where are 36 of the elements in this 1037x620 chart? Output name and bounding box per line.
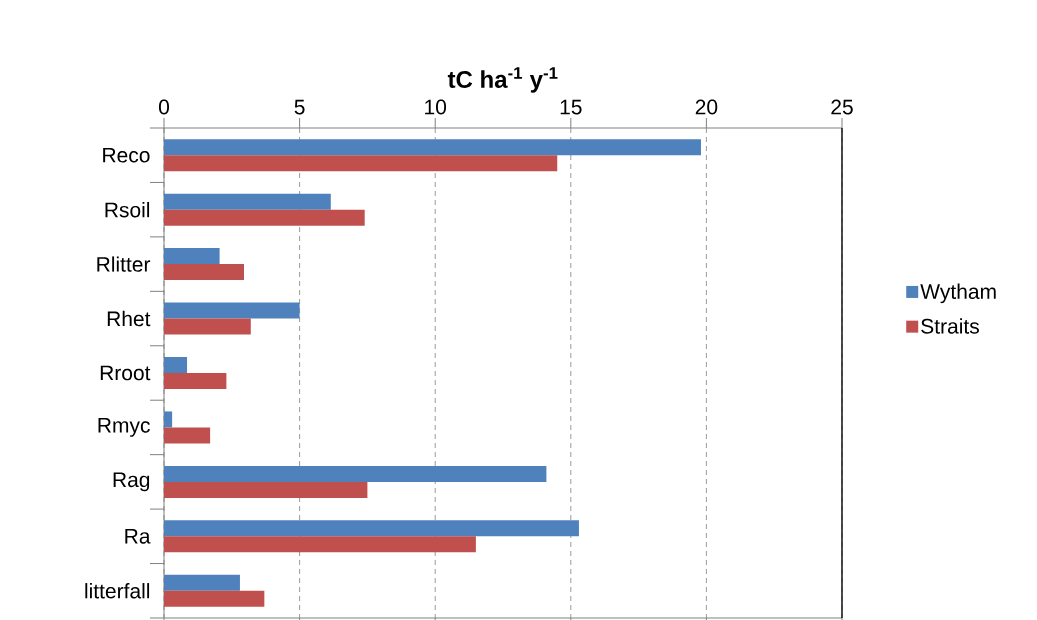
bar [164, 302, 300, 319]
bar [164, 520, 579, 537]
bar [164, 590, 265, 607]
y-tick-label: Rag [113, 472, 150, 492]
bar [164, 155, 558, 172]
x-tick-label: 0 [158, 99, 170, 115]
x-axis-title: tC ha$^{-1}$ y$^{-1}$ [447, 67, 558, 93]
y-tick-label: Rmyc [98, 418, 150, 437]
bar [164, 356, 188, 373]
x-tick-label: 10 [425, 99, 447, 115]
y-tick-label: litterfall [85, 583, 150, 599]
x-tick-label: 5 [294, 99, 305, 115]
bar [164, 264, 245, 281]
y-tick-label: Ra [125, 529, 151, 544]
y-tick-label: Reco [103, 147, 150, 163]
y-tick-label: Rsoil [105, 201, 150, 218]
bar [164, 574, 240, 591]
bar [164, 193, 331, 210]
bar [164, 411, 173, 428]
x-tick-label: 15 [560, 99, 582, 115]
y-tick-label: Rlitter [97, 256, 151, 272]
bar [164, 139, 701, 156]
bar [164, 373, 227, 389]
x-tick-label: 25 [831, 99, 853, 115]
bar [164, 465, 547, 482]
legend-label: Straits [921, 318, 979, 334]
bar [164, 318, 251, 335]
bar [164, 427, 211, 444]
y-tick-label: Rhet [107, 310, 151, 327]
x-tick-label: 20 [695, 99, 718, 115]
bar [164, 209, 365, 226]
y-tick-label: Rroot [100, 365, 151, 381]
bar [164, 536, 476, 553]
bar [164, 248, 220, 265]
bar [164, 481, 368, 498]
legend-label: Wytham [920, 283, 996, 304]
